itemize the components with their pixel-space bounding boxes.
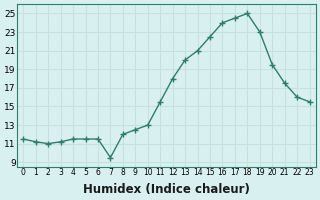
X-axis label: Humidex (Indice chaleur): Humidex (Indice chaleur) [83, 183, 250, 196]
